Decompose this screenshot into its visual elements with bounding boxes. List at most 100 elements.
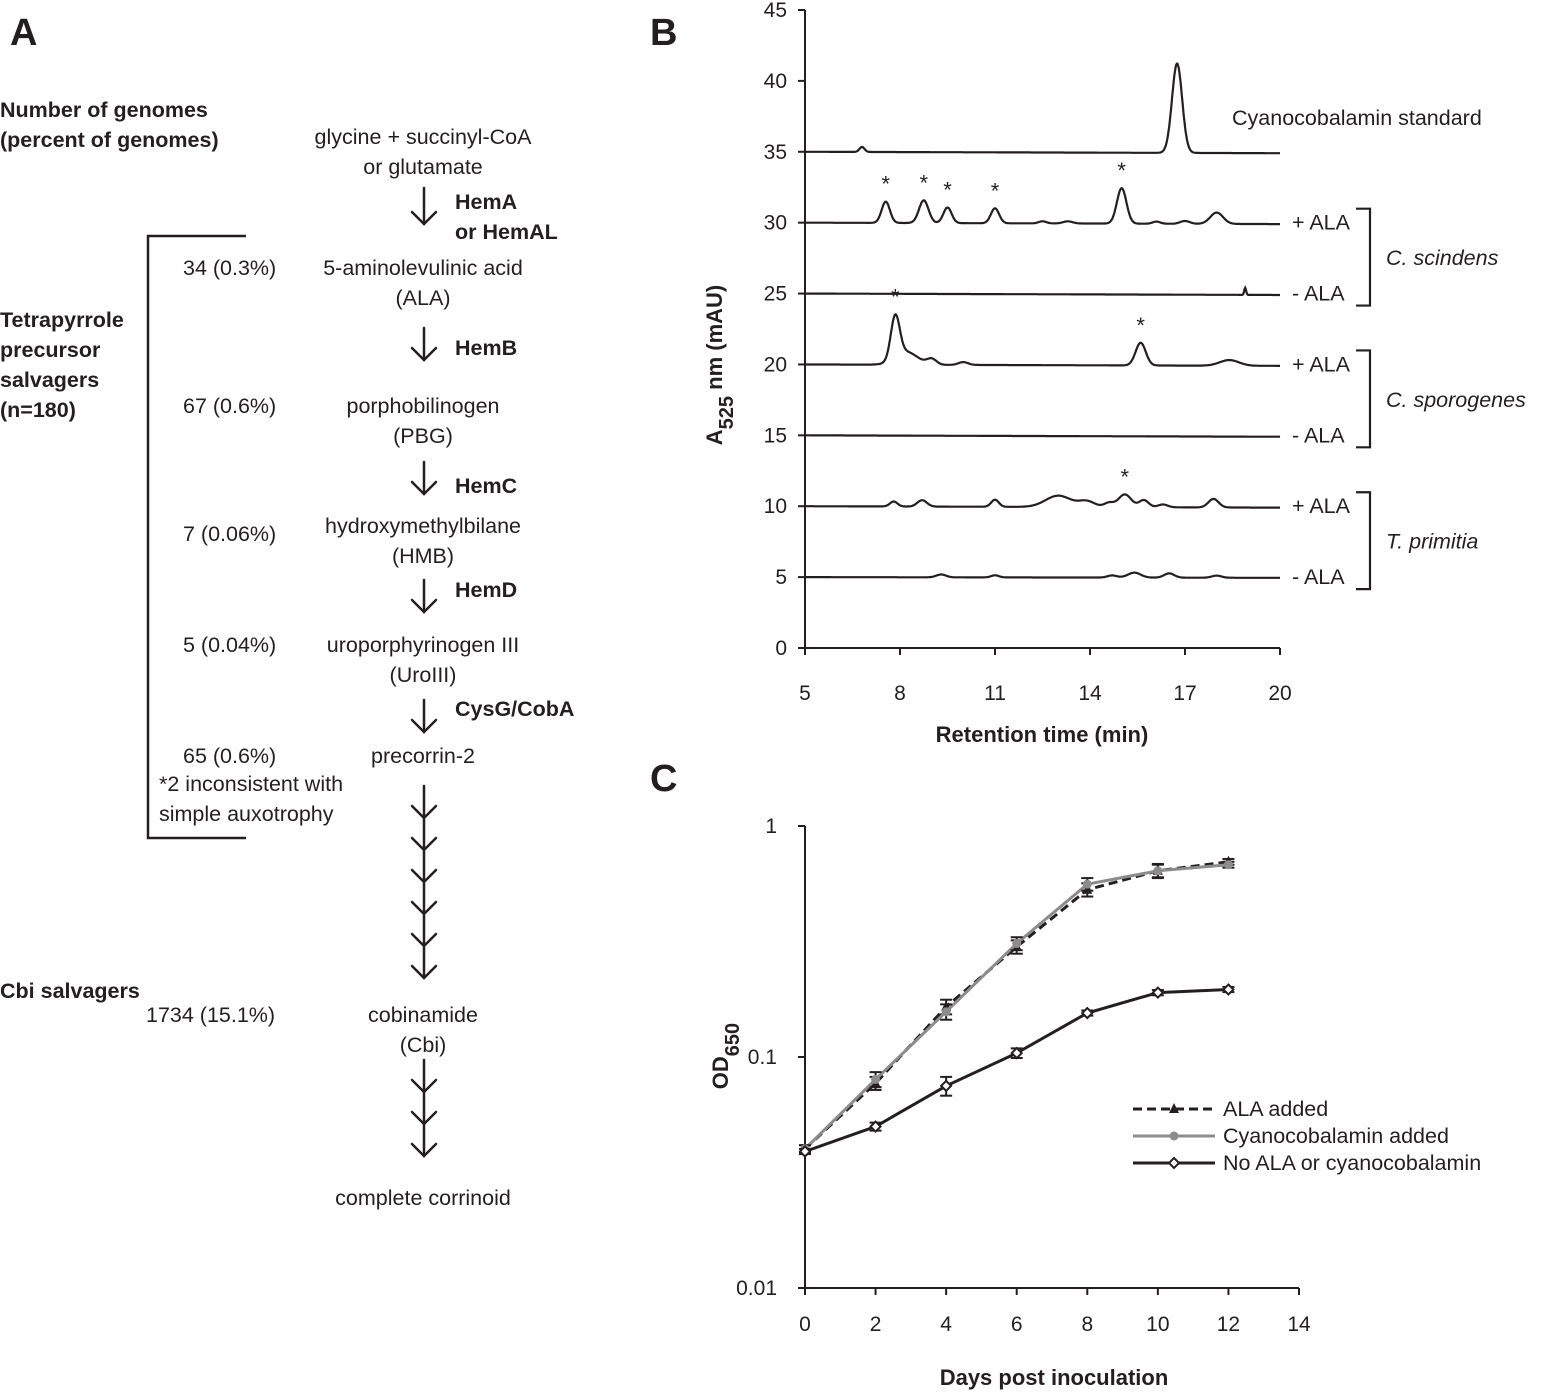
chart-b-peak-star: * bbox=[919, 170, 928, 195]
chart-c-xtick-label: 14 bbox=[1287, 1313, 1311, 1336]
group-tetrapyrrole-line-2: precursor bbox=[0, 338, 101, 362]
chart-b-ytick-label: 15 bbox=[764, 424, 787, 447]
chart-b-peak-star: * bbox=[1121, 464, 1130, 489]
chart-c-legend-label: ALA added bbox=[1223, 1097, 1328, 1121]
enzyme-hemd: HemD bbox=[455, 578, 518, 602]
chart-b-trace bbox=[805, 186, 1280, 226]
chart-c-ytick-label: 0.01 bbox=[736, 1277, 777, 1300]
enzyme-cysg-coba: CysG/CobA bbox=[455, 697, 575, 721]
group-cbi: Cbi salvagers bbox=[0, 979, 140, 1003]
arrow-head-2 bbox=[410, 480, 438, 496]
compound-pbg: porphobilinogen bbox=[346, 394, 500, 418]
chart-b-xtick-label: 14 bbox=[1078, 682, 1102, 705]
chart-c-marker-diamond bbox=[798, 1145, 812, 1158]
compound-hmb: hydroxymethylbilane bbox=[325, 514, 521, 538]
compound-hmb-abbr: (HMB) bbox=[391, 544, 455, 568]
chart-c-marker-circle bbox=[1082, 879, 1092, 889]
inconsistent-note-line-1: *2 inconsistent with bbox=[159, 772, 344, 796]
arrow-head-0 bbox=[410, 210, 438, 226]
chart-c-marker-circle bbox=[871, 1074, 881, 1084]
chart-c-xtick-label: 4 bbox=[940, 1313, 952, 1336]
panel-label-c: C bbox=[650, 758, 678, 800]
chart-b-trace bbox=[805, 571, 1280, 579]
compound-uroiii-abbr: (UroIII) bbox=[389, 663, 457, 687]
enzyme-hemc: HemC bbox=[455, 474, 518, 498]
compound-uroiii: uroporphyrinogen III bbox=[326, 633, 520, 657]
chart-c-marker-diamond bbox=[939, 1079, 953, 1093]
chart-c-xtick-label: 8 bbox=[1081, 1313, 1093, 1336]
chart-b-peak-star: * bbox=[943, 177, 952, 202]
chart-b-ytick-label: 40 bbox=[764, 70, 787, 93]
chart-b-trace bbox=[805, 62, 1280, 155]
chart-b-series-label: + ALA bbox=[1292, 494, 1351, 518]
chart-b-ytick-label: 5 bbox=[775, 566, 787, 589]
arrow-head-3 bbox=[410, 598, 438, 614]
chart-c-marker-circle bbox=[1153, 866, 1163, 876]
chart-b-xtick-label: 20 bbox=[1268, 682, 1291, 705]
chart-b-peak-star: * bbox=[991, 178, 1000, 203]
chart-c-line bbox=[804, 988, 1229, 1153]
chart-b-series-label: - ALA bbox=[1292, 565, 1345, 589]
chart-c-xlabel: Days post inoculation bbox=[940, 1365, 1169, 1390]
chart-b-trace bbox=[805, 312, 1280, 367]
chart-c-marker-circle bbox=[1169, 1131, 1179, 1141]
chart-c-line bbox=[803, 863, 1229, 1150]
arrow-head-cbi-5 bbox=[410, 964, 438, 980]
count-pbg: 67 (0.6%) bbox=[183, 394, 277, 418]
chart-b-trace bbox=[805, 285, 1280, 297]
chart-c-ytick-label: 1 bbox=[765, 815, 777, 838]
group-tetrapyrrole-line-4: (n=180) bbox=[0, 398, 76, 422]
compound-cbi-abbr: (Cbi) bbox=[399, 1033, 447, 1057]
chart-b-series-label: Cyanocobalamin standard bbox=[1232, 106, 1482, 130]
chart-b-peak-star: * bbox=[891, 284, 900, 309]
chart-b-trace bbox=[805, 493, 1280, 509]
chart-b-ytick-label: 20 bbox=[764, 353, 787, 376]
chart-b-group-label: C. sporogenes bbox=[1386, 388, 1526, 412]
enzyme-hema-alt: or HemAL bbox=[455, 220, 558, 244]
group-tetrapyrrole-line-1: Tetrapyrrole bbox=[0, 308, 124, 332]
chart-c-xtick-label: 10 bbox=[1146, 1313, 1169, 1336]
compound-ala-abbr: (ALA) bbox=[395, 286, 451, 310]
final-product: complete corrinoid bbox=[335, 1186, 511, 1210]
chart-c-marker-diamond bbox=[1010, 1046, 1024, 1060]
count-precorrin: 65 (0.6%) bbox=[183, 744, 277, 768]
count-cbi: 1734 (15.1%) bbox=[146, 1003, 276, 1027]
group-tetrapyrrole-line-3: salvagers bbox=[0, 368, 100, 392]
chart-c-marker-circle bbox=[1223, 860, 1233, 870]
arrow-head-final-2 bbox=[410, 1142, 438, 1158]
count-uroiii: 5 (0.04%) bbox=[183, 633, 277, 657]
chart-b-series-label: - ALA bbox=[1292, 423, 1345, 447]
chart-b-trace bbox=[805, 434, 1281, 438]
chart-b-xtick-label: 8 bbox=[894, 682, 906, 705]
chart-b-xtick-label: 11 bbox=[984, 682, 1006, 705]
chart-b-peak-star: * bbox=[881, 172, 890, 197]
enzyme-hemb: HemB bbox=[455, 336, 518, 360]
chart-c-xtick-label: 6 bbox=[1011, 1313, 1023, 1336]
chart-c-marker-diamond bbox=[869, 1120, 882, 1133]
count-ala: 34 (0.3%) bbox=[183, 256, 277, 280]
chart-c-marker-circle bbox=[941, 1007, 951, 1017]
arrow-head-1 bbox=[410, 346, 438, 362]
chart-c-marker-diamond bbox=[1167, 1156, 1181, 1170]
chart-b-peak-star: * bbox=[1117, 158, 1126, 183]
chart-b-xtick-label: 5 bbox=[799, 682, 811, 705]
chart-b-series-label: - ALA bbox=[1292, 282, 1345, 306]
compound-precorrin: precorrin-2 bbox=[371, 744, 475, 768]
pathway-start-line-2: or glutamate bbox=[363, 155, 483, 179]
enzyme-hema: HemA bbox=[455, 190, 518, 214]
chart-b-series-label: + ALA bbox=[1292, 352, 1351, 376]
arrow-head-4 bbox=[410, 718, 438, 734]
chart-b-peak-star: * bbox=[1136, 313, 1145, 338]
count-hmb: 7 (0.06%) bbox=[183, 522, 277, 546]
chart-b-group-label: C. scindens bbox=[1386, 246, 1499, 270]
chart-b-ytick-label: 0 bbox=[775, 637, 787, 660]
compound-pbg-abbr: (PBG) bbox=[393, 424, 453, 448]
chart-b-ytick-label: 45 bbox=[764, 0, 787, 22]
chart-b-ytick-label: 30 bbox=[764, 212, 787, 235]
pathway-arrows bbox=[146, 186, 438, 1158]
header-line-2: (percent of genomes) bbox=[0, 128, 219, 152]
chart-b-group-bracket bbox=[1356, 207, 1372, 307]
chart-c-marker-diamond bbox=[1080, 1006, 1094, 1020]
compound-ala: 5-aminolevulinic acid bbox=[323, 256, 523, 280]
